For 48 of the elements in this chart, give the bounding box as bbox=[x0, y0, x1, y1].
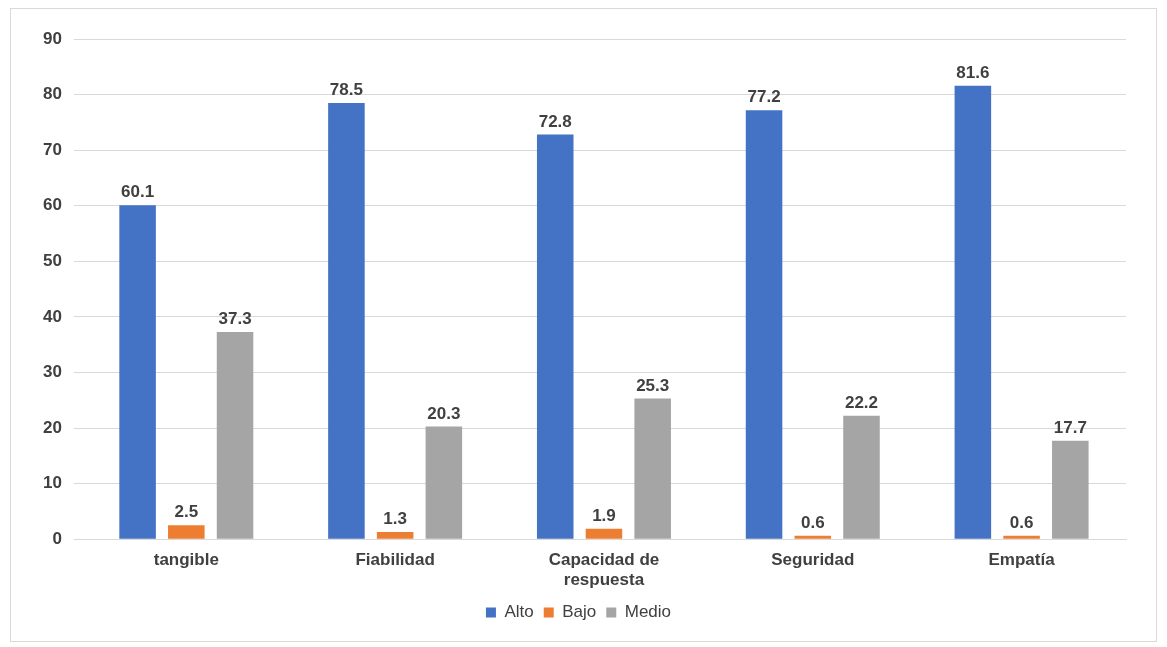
bar bbox=[843, 415, 880, 539]
data-label: 25.3 bbox=[636, 375, 670, 395]
bar bbox=[328, 102, 365, 539]
legend-label: Alto bbox=[504, 602, 534, 622]
data-label: 81.6 bbox=[956, 62, 990, 82]
bar bbox=[376, 531, 414, 539]
y-tick-label: 60 bbox=[42, 195, 62, 215]
data-label: 0.6 bbox=[1009, 513, 1034, 533]
x-tick-label: Fiabilidad bbox=[355, 550, 435, 570]
data-label: 60.1 bbox=[121, 182, 155, 202]
y-tick-label: 90 bbox=[42, 28, 62, 48]
bar bbox=[1052, 440, 1089, 539]
y-tick-label: 20 bbox=[42, 417, 62, 437]
data-label: 72.8 bbox=[538, 111, 572, 131]
y-tick-label: 30 bbox=[42, 362, 62, 382]
y-tick-label: 40 bbox=[42, 306, 62, 326]
legend-label: Medio bbox=[624, 602, 672, 622]
data-label: 77.2 bbox=[747, 87, 781, 107]
y-tick-label: 70 bbox=[42, 139, 62, 159]
data-label: 17.7 bbox=[1053, 418, 1087, 438]
y-tick-label: 0 bbox=[52, 528, 62, 548]
data-label: 20.3 bbox=[427, 403, 461, 423]
y-tick-label: 10 bbox=[42, 473, 62, 493]
x-tick-label: Seguridad bbox=[771, 550, 855, 570]
bar bbox=[745, 110, 783, 539]
data-label: 78.5 bbox=[329, 80, 363, 100]
bar bbox=[536, 134, 574, 539]
bar bbox=[425, 426, 463, 539]
y-tick-label: 50 bbox=[42, 251, 62, 270]
x-tick-label: Capacidad de respuesta bbox=[548, 550, 660, 590]
bar bbox=[1003, 535, 1040, 539]
data-label: 0.6 bbox=[800, 513, 825, 533]
bar bbox=[634, 398, 671, 539]
data-label: 1.9 bbox=[592, 505, 616, 525]
data-label: 1.3 bbox=[383, 509, 407, 529]
bar bbox=[168, 525, 205, 539]
bar bbox=[119, 205, 156, 539]
y-tick-label: 80 bbox=[42, 84, 62, 104]
x-tick-label: tangible bbox=[153, 550, 219, 570]
bar bbox=[794, 535, 832, 539]
data-label: 2.5 bbox=[174, 502, 199, 522]
x-tick-label: Empatía bbox=[988, 550, 1056, 570]
data-label: 22.2 bbox=[844, 393, 879, 412]
data-label: 37.3 bbox=[218, 309, 252, 329]
bar bbox=[954, 85, 992, 539]
bar bbox=[585, 528, 623, 539]
legend-label: Bajo bbox=[562, 602, 597, 622]
bar bbox=[216, 331, 254, 539]
